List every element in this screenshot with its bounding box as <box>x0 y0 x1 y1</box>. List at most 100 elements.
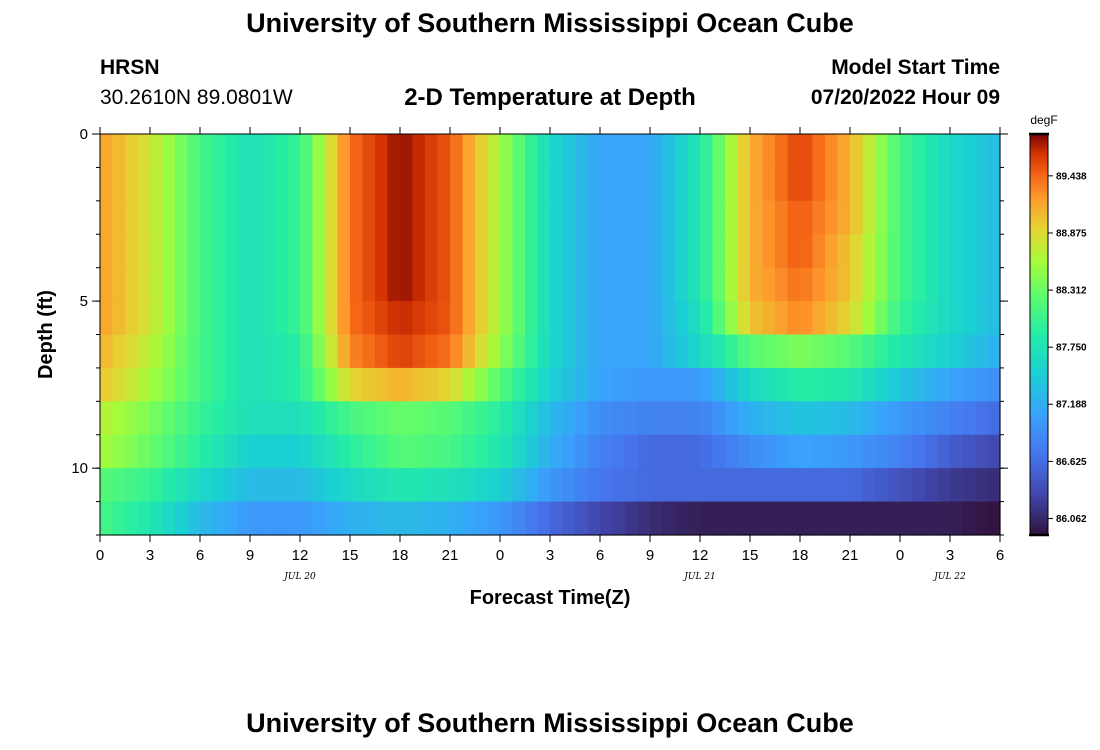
heatmap-cell <box>450 200 464 235</box>
heatmap-cell <box>125 334 139 369</box>
heatmap-cell <box>500 134 514 169</box>
heatmap-cell <box>125 301 139 336</box>
heatmap-cell <box>112 167 126 202</box>
heatmap-cell <box>937 267 951 302</box>
heatmap-cell <box>925 200 939 235</box>
heatmap-cell <box>237 301 251 336</box>
heatmap-cell <box>725 501 739 536</box>
heatmap-cell <box>987 401 1001 436</box>
heatmap-cell <box>262 468 276 503</box>
heatmap-cell <box>962 301 976 336</box>
heatmap-cell <box>612 468 626 503</box>
heatmap-cell <box>837 434 851 469</box>
heatmap-cell <box>725 267 739 302</box>
heatmap-cell <box>875 468 889 503</box>
heatmap-cell <box>825 301 839 336</box>
heatmap-cell <box>400 200 414 235</box>
heatmap-cell <box>537 367 551 402</box>
heatmap-cell <box>587 200 601 235</box>
heatmap-cell <box>775 367 789 402</box>
heatmap-cell <box>625 167 639 202</box>
heatmap-cell <box>725 200 739 235</box>
heatmap-cell <box>400 401 414 436</box>
heatmap-cell <box>875 367 889 402</box>
heatmap-cell <box>787 367 801 402</box>
heatmap-cell <box>487 301 501 336</box>
heatmap-cell <box>775 501 789 536</box>
heatmap-cell <box>475 434 489 469</box>
heatmap-cell <box>562 267 576 302</box>
heatmap-cell <box>687 367 701 402</box>
heatmap-cell <box>262 200 276 235</box>
heatmap-cell <box>637 468 651 503</box>
heatmap-cell <box>737 367 751 402</box>
heatmap-cell <box>337 401 351 436</box>
heatmap-cell <box>300 267 314 302</box>
heatmap-cell <box>712 434 726 469</box>
heatmap-cell <box>125 200 139 235</box>
heatmap-cell <box>100 501 114 536</box>
heatmap-cell <box>862 134 876 169</box>
heatmap-cell <box>437 234 451 269</box>
heatmap-cell <box>612 301 626 336</box>
heatmap-cell <box>775 468 789 503</box>
heatmap-cell <box>425 401 439 436</box>
heatmap-cell <box>525 367 539 402</box>
heatmap-cell <box>950 267 964 302</box>
heatmap-cell <box>237 267 251 302</box>
heatmap-cell <box>837 167 851 202</box>
heatmap-cell <box>575 501 589 536</box>
heatmap-cell <box>700 301 714 336</box>
heatmap-area <box>100 134 1001 536</box>
heatmap-cell <box>150 401 164 436</box>
heatmap-cell <box>737 167 751 202</box>
heatmap-cell <box>212 134 226 169</box>
heatmap-cell <box>987 434 1001 469</box>
heatmap-cell <box>600 401 614 436</box>
heatmap-cell <box>850 134 864 169</box>
heatmap-cell <box>450 334 464 369</box>
heatmap-cell <box>712 200 726 235</box>
heatmap-cell <box>462 401 476 436</box>
heatmap-cell <box>700 468 714 503</box>
colorbar-label: 86.062 <box>1056 514 1087 525</box>
heatmap-cell <box>550 367 564 402</box>
heatmap-cell <box>450 367 464 402</box>
heatmap-cell <box>962 468 976 503</box>
x-tick-label: 21 <box>842 547 859 564</box>
heatmap-cell <box>625 200 639 235</box>
heatmap-cell <box>362 401 376 436</box>
heatmap-cell <box>112 334 126 369</box>
heatmap-cell <box>862 267 876 302</box>
heatmap-cell <box>387 334 401 369</box>
heatmap-cell <box>975 200 989 235</box>
heatmap-cell <box>250 367 264 402</box>
heatmap-cell <box>187 301 201 336</box>
heatmap-cell <box>862 334 876 369</box>
heatmap-cell <box>612 401 626 436</box>
heatmap-cell <box>437 468 451 503</box>
x-tick-label: 3 <box>146 547 154 564</box>
heatmap-cell <box>712 468 726 503</box>
heatmap-cell <box>862 367 876 402</box>
heatmap-cell <box>850 367 864 402</box>
heatmap-cell <box>362 334 376 369</box>
heatmap-cell <box>837 200 851 235</box>
heatmap-cell <box>600 134 614 169</box>
heatmap-cell <box>775 334 789 369</box>
heatmap-cell <box>562 367 576 402</box>
heatmap-cell <box>262 501 276 536</box>
colorbar-label: 88.312 <box>1056 286 1087 297</box>
heatmap-cell <box>837 367 851 402</box>
heatmap-cell <box>625 434 639 469</box>
heatmap-cell <box>400 367 414 402</box>
heatmap-cell <box>712 134 726 169</box>
heatmap-cell <box>237 334 251 369</box>
heatmap-cell <box>462 234 476 269</box>
heatmap-cell <box>500 267 514 302</box>
heatmap-cell <box>400 501 414 536</box>
heatmap-cell <box>875 301 889 336</box>
heatmap-cell <box>625 234 639 269</box>
heatmap-cell <box>900 501 914 536</box>
